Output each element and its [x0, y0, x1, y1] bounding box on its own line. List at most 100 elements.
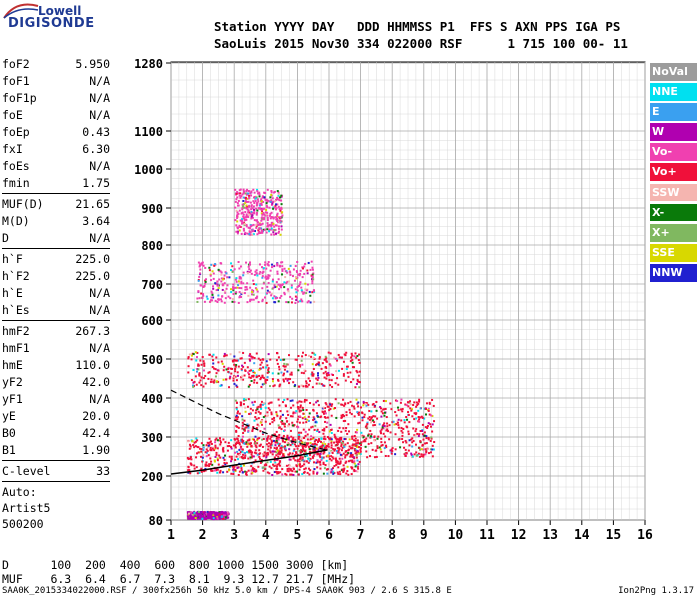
echo-point: [277, 442, 280, 445]
echo-point: [226, 276, 229, 279]
echo-point: [255, 427, 258, 430]
echo-point: [271, 421, 274, 424]
echo-point: [304, 262, 307, 265]
echo-point: [256, 437, 259, 440]
echo-point: [287, 436, 290, 439]
echo-point: [231, 298, 234, 301]
echo-point: [209, 441, 212, 444]
echo-point: [242, 215, 245, 218]
echo-point: [257, 465, 260, 468]
echo-point: [278, 404, 281, 407]
echo-point: [338, 462, 341, 465]
echo-point: [187, 469, 190, 472]
echo-point: [307, 300, 310, 303]
echo-point: [355, 443, 358, 446]
echo-point: [336, 359, 339, 362]
y-tick-label: 1100: [134, 125, 163, 139]
echo-point: [266, 411, 269, 414]
echo-point: [388, 438, 391, 441]
echo-point: [276, 296, 279, 299]
parameters-panel: foF2 5.950 foF1 N/A foF1p N/A foE N/A foEp 0.43 fx…: [2, 56, 110, 532]
echo-point: [204, 382, 207, 385]
echo-point: [236, 232, 239, 235]
echo-point: [234, 418, 237, 421]
echo-point: [219, 469, 222, 472]
echo-point: [363, 416, 366, 419]
echo-point: [340, 436, 343, 439]
echo-point: [308, 290, 311, 293]
echo-point: [213, 460, 216, 463]
echo-point: [250, 225, 253, 228]
echo-point: [266, 224, 269, 227]
echo-point: [413, 412, 416, 415]
echo-point: [271, 453, 274, 456]
echo-point: [358, 370, 361, 373]
echo-point: [267, 282, 270, 285]
echo-point: [389, 449, 392, 452]
echo-point: [225, 462, 228, 465]
y-tick-label: 500: [141, 353, 163, 367]
echo-point: [326, 374, 329, 377]
echo-point: [226, 284, 229, 287]
echo-point: [409, 403, 412, 406]
echo-point: [247, 294, 250, 297]
echo-point: [373, 439, 376, 442]
echo-point: [222, 511, 225, 514]
echo-point: [278, 199, 281, 202]
echo-point: [260, 385, 263, 388]
echo-point: [323, 447, 326, 450]
echo-point: [416, 404, 419, 407]
echo-point: [274, 297, 277, 300]
echo-point: [212, 285, 215, 288]
echo-point: [306, 385, 309, 388]
echo-point: [288, 423, 291, 426]
echo-point: [269, 446, 272, 449]
echo-point: [313, 428, 316, 431]
echo-point: [233, 286, 236, 289]
echo-point: [277, 191, 280, 194]
param-row: h`Es N/A: [2, 302, 110, 319]
echo-point: [370, 433, 373, 436]
echo-point: [241, 418, 244, 421]
echo-point: [273, 191, 276, 194]
echo-point: [411, 408, 414, 411]
echo-point: [276, 212, 279, 215]
echo-point: [317, 363, 320, 366]
echo-point: [241, 375, 244, 378]
echo-point: [245, 193, 248, 196]
echo-point: [274, 441, 277, 444]
echo-point: [246, 366, 249, 369]
echo-point: [235, 441, 238, 444]
echo-point: [268, 274, 271, 277]
echo-point: [263, 464, 266, 467]
echo-point: [190, 515, 193, 518]
echo-point: [426, 426, 429, 429]
echo-point: [256, 274, 259, 277]
echo-point: [236, 227, 239, 230]
echo-point: [256, 233, 259, 236]
echo-point: [253, 381, 256, 384]
echo-point: [211, 292, 214, 295]
echo-point: [299, 457, 302, 460]
echo-point: [242, 439, 245, 442]
echo-point: [364, 425, 367, 428]
echo-point: [220, 515, 223, 518]
param-value: 225.0: [75, 252, 110, 266]
echo-point: [237, 365, 240, 368]
echo-point: [264, 467, 267, 470]
divider: [2, 460, 110, 461]
param-label: foE: [2, 108, 23, 122]
echo-point: [294, 411, 297, 414]
echo-point: [219, 384, 222, 387]
echo-point: [316, 362, 319, 365]
x-tick-label: 15: [606, 528, 622, 543]
echo-point: [206, 297, 209, 300]
echo-point: [253, 191, 256, 194]
echo-point: [425, 435, 428, 438]
echo-point: [203, 511, 206, 514]
echo-point: [346, 365, 349, 368]
echo-point: [327, 463, 330, 466]
param-value: N/A: [89, 341, 110, 355]
echo-point: [210, 517, 213, 520]
echo-point: [198, 374, 201, 377]
